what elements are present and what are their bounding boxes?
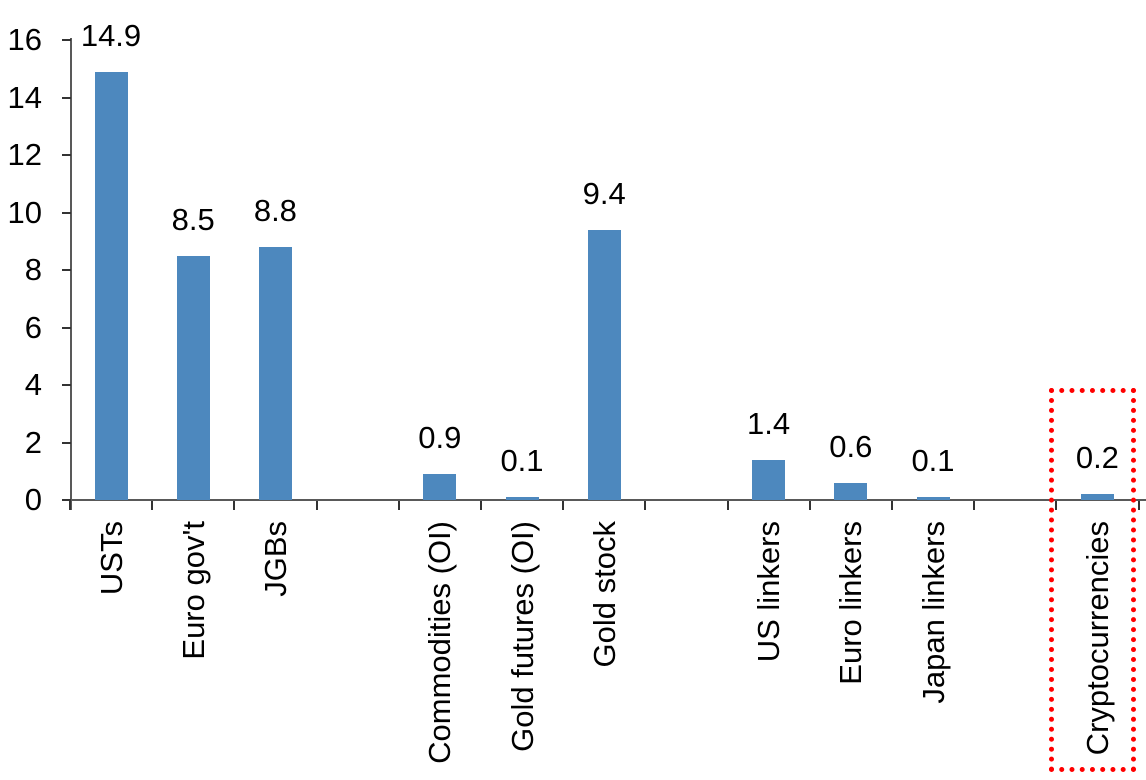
bar-value-label: 8.8 (253, 193, 297, 228)
category-label: Cryptocurrencies (1079, 521, 1115, 756)
y-tick (62, 384, 71, 386)
category-label: Commodities (OI) (422, 521, 458, 764)
x-tick (808, 501, 811, 510)
category-label: Japan linkers (915, 521, 951, 704)
bar-value-label: 0.1 (500, 443, 544, 479)
x-tick (1055, 501, 1058, 510)
x-tick (562, 501, 565, 510)
y-tick-label: 2 (24, 424, 42, 460)
x-tick (315, 501, 318, 510)
bar-japan-linkers (916, 497, 950, 500)
y-tick-label: 6 (24, 309, 42, 345)
x-tick (233, 501, 236, 510)
y-tick-label: 12 (7, 137, 42, 172)
y-tick-label: 0 (24, 482, 42, 517)
bar-value-label: 9.4 (582, 175, 626, 211)
category-label: Gold stock (586, 521, 622, 668)
bar-value-label: 8.5 (171, 201, 215, 237)
y-tick-label: 16 (7, 22, 42, 57)
bar-euro-gov-t (176, 255, 210, 500)
category-label: Euro linkers (833, 521, 869, 685)
y-tick (62, 326, 71, 329)
bar-value-label: 0.1 (911, 443, 955, 479)
x-tick (890, 501, 893, 510)
bar-commodities-oi- (423, 474, 457, 500)
y-tick-label: 10 (7, 194, 42, 230)
y-tick (62, 441, 71, 444)
y-tick (62, 154, 71, 156)
category-label: Euro gov't (175, 521, 211, 660)
x-axis-line (62, 499, 1146, 501)
bar-value-label: 1.4 (747, 405, 791, 441)
y-tick-label: 8 (24, 252, 42, 287)
category-label: US linkers (751, 521, 787, 663)
y-tick (62, 499, 71, 501)
bar-value-label: 0.6 (829, 428, 873, 464)
x-tick (479, 501, 482, 510)
y-tick-label: 4 (24, 367, 42, 402)
highlight-box-cryptocurrencies (1049, 388, 1136, 772)
category-label: Gold futures (OI) (504, 521, 540, 752)
x-tick (151, 501, 154, 510)
bar-value-label: 14.9 (80, 17, 142, 53)
bar-value-label: 0.2 (1075, 440, 1119, 476)
x-tick (397, 501, 400, 510)
bar-euro-linkers (834, 482, 868, 500)
bar-gold-futures-oi- (505, 497, 539, 500)
bar-usts (94, 71, 128, 500)
x-tick (68, 501, 71, 510)
category-label: JGBs (257, 521, 293, 597)
bar-us-linkers (752, 459, 786, 500)
bar-jgbs (258, 247, 292, 500)
x-tick (726, 501, 729, 510)
category-label: USTs (93, 521, 129, 596)
y-tick (62, 269, 71, 271)
x-tick (1137, 501, 1140, 510)
y-tick (62, 211, 71, 214)
bar-gold-stock (587, 229, 621, 500)
y-tick-label: 14 (7, 79, 42, 115)
bar-value-label: 0.9 (418, 420, 462, 456)
x-tick (973, 501, 976, 510)
y-tick (62, 96, 71, 99)
y-tick (62, 39, 71, 41)
bar-cryptocurrencies (1080, 494, 1114, 500)
x-tick (644, 501, 647, 510)
y-axis-line (70, 38, 72, 510)
